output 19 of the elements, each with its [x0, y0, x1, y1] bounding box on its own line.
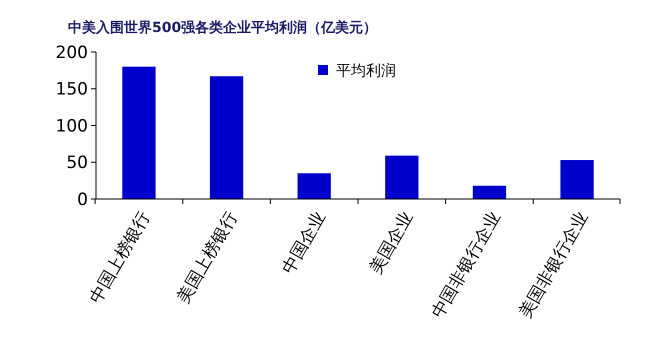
x-tick-label: 美国上榜银行: [174, 208, 242, 307]
y-tick-label: 100: [56, 116, 88, 136]
bar: [122, 66, 156, 199]
y-tick-label: 150: [56, 80, 88, 100]
bar: [560, 160, 594, 199]
x-tick-label: 中国上榜银行: [86, 208, 154, 307]
y-tick-label: 0: [77, 190, 88, 210]
x-tick-label: 中国非银行企业: [428, 208, 505, 322]
x-tick-label: 美国非银行企业: [516, 208, 593, 322]
bar: [385, 156, 418, 199]
bar: [210, 76, 244, 199]
bar: [298, 173, 331, 199]
y-tick-label: 50: [66, 153, 88, 174]
x-tick-label: 美国企业: [366, 208, 418, 278]
x-tick-label: 中国企业: [278, 208, 330, 278]
legend-label: 平均利润: [336, 61, 396, 80]
bar: [472, 186, 506, 199]
y-tick-label: 200: [56, 42, 88, 63]
chart-title: 中美入围世界500强各类企业平均利润（亿美元）: [68, 19, 378, 36]
